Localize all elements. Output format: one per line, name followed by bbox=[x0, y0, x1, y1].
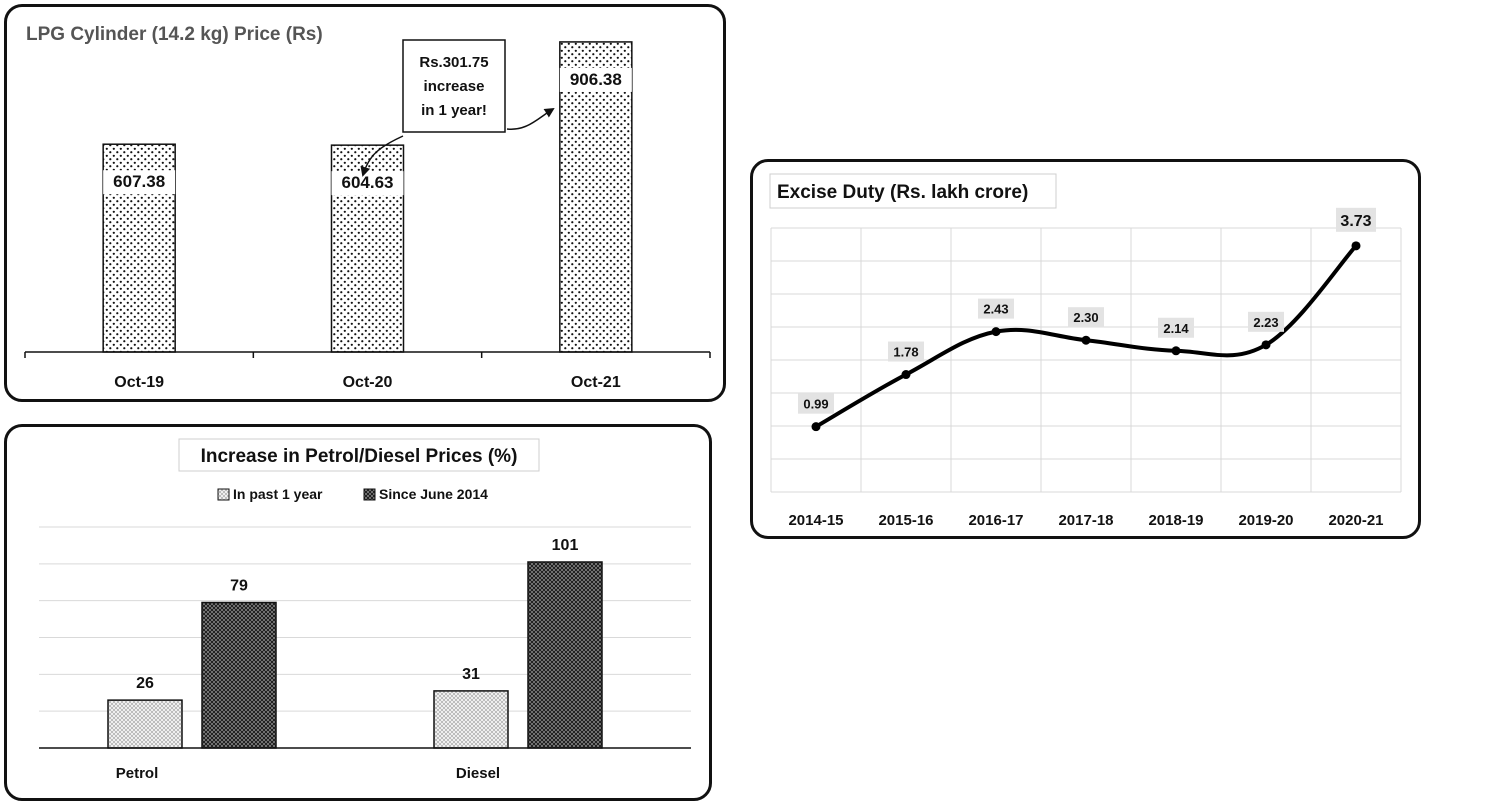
legend-label-since-2014: Since June 2014 bbox=[379, 486, 488, 502]
fuel-title-box bbox=[178, 438, 540, 472]
excise-category-label: 2014-15 bbox=[788, 512, 843, 529]
annotation-arrow-left bbox=[360, 135, 404, 177]
annotation-line-2: increase bbox=[424, 78, 485, 95]
excise-label-bg bbox=[1068, 307, 1104, 328]
excise-point-2020-21 bbox=[1351, 241, 1361, 251]
annotation-arrow-right bbox=[506, 107, 555, 130]
excise-chart-title: Excise Duty (Rs. lakh crore) bbox=[777, 182, 1028, 203]
legend-swatch-past-year bbox=[217, 488, 230, 501]
lpg-increase-annotation: Rs.301.75 increase in 1 year! bbox=[360, 39, 555, 177]
fuel-value-label: 79 bbox=[230, 578, 248, 595]
excise-value-label: 1.78 bbox=[893, 345, 918, 360]
fuel-bar-petrol-since-2014 bbox=[201, 601, 277, 749]
lpg-chart-title: LPG Cylinder (14.2 kg) Price (Rs) bbox=[26, 24, 323, 45]
lpg-label-bg bbox=[103, 170, 176, 195]
excise-category-label: 2020-21 bbox=[1328, 512, 1383, 529]
excise-point-2019-20 bbox=[1261, 340, 1271, 350]
fuel-chart-panel: Increase in Petrol/Diesel Prices (%) In … bbox=[4, 424, 712, 801]
excise-value-label: 0.99 bbox=[803, 397, 828, 412]
excise-point-2018-19 bbox=[1171, 346, 1181, 356]
lpg-value-label: 604.63 bbox=[342, 173, 394, 192]
fuel-chart: Increase in Petrol/Diesel Prices (%) In … bbox=[39, 438, 691, 782]
excise-label-bg bbox=[978, 298, 1014, 319]
lpg-category-label: Oct-19 bbox=[114, 374, 164, 391]
excise-category-label: 2017-18 bbox=[1058, 512, 1113, 529]
excise-value-label: 2.43 bbox=[983, 302, 1008, 317]
excise-label-bg bbox=[798, 393, 834, 414]
excise-label-bg bbox=[888, 341, 924, 362]
lpg-value-label: 607.38 bbox=[113, 172, 165, 191]
fuel-legend: In past 1 year Since June 2014 bbox=[217, 486, 488, 502]
excise-chart-panel: Excise Duty (Rs. lakh crore) 0.99 1.78 2.4… bbox=[750, 159, 1421, 539]
excise-point-2015-16 bbox=[901, 370, 911, 380]
excise-title-box bbox=[769, 173, 1057, 209]
fuel-value-label: 101 bbox=[552, 537, 579, 554]
lpg-label-bg bbox=[559, 67, 632, 92]
excise-category-label: 2015-16 bbox=[878, 512, 933, 529]
fuel-bar-diesel-since-2014 bbox=[527, 561, 603, 749]
lpg-value-label: 906.38 bbox=[570, 70, 622, 89]
excise-chart: Excise Duty (Rs. lakh crore) 0.99 1.78 2.4… bbox=[769, 173, 1402, 529]
legend-label-past-year: In past 1 year bbox=[233, 486, 323, 502]
excise-value-label: 2.30 bbox=[1073, 310, 1098, 325]
fuel-value-label: 31 bbox=[462, 666, 480, 683]
excise-point-2014-15 bbox=[811, 422, 821, 432]
fuel-value-label: 26 bbox=[136, 675, 154, 692]
excise-label-bg bbox=[1248, 311, 1284, 332]
annotation-line-1: Rs.301.75 bbox=[419, 54, 488, 71]
fuel-category-label: Diesel bbox=[456, 765, 500, 782]
lpg-category-label: Oct-21 bbox=[571, 374, 621, 391]
excise-value-label: 3.73 bbox=[1340, 213, 1371, 230]
fuel-chart-title: Increase in Petrol/Diesel Prices (%) bbox=[201, 446, 518, 467]
lpg-category-label: Oct-20 bbox=[343, 374, 393, 391]
excise-category-label: 2016-17 bbox=[968, 512, 1023, 529]
excise-value-label: 2.23 bbox=[1253, 315, 1278, 330]
lpg-bar-oct-21 bbox=[559, 41, 633, 353]
fuel-bar-diesel-past-year bbox=[433, 690, 509, 749]
excise-category-label: 2019-20 bbox=[1238, 512, 1293, 529]
fuel-category-label: Petrol bbox=[116, 765, 159, 782]
legend-swatch-since-2014 bbox=[363, 488, 376, 501]
excise-point-2016-17 bbox=[991, 327, 1001, 337]
annotation-line-3: in 1 year! bbox=[421, 102, 487, 119]
excise-category-label: 2018-19 bbox=[1148, 512, 1203, 529]
excise-point-2017-18 bbox=[1081, 335, 1091, 345]
fuel-bar-petrol-past-year bbox=[107, 699, 183, 749]
lpg-chart: LPG Cylinder (14.2 kg) Price (Rs) 607.38… bbox=[24, 24, 711, 391]
excise-label-bg bbox=[1336, 207, 1376, 232]
excise-value-label: 2.14 bbox=[1163, 321, 1189, 336]
excise-label-bg bbox=[1158, 317, 1194, 338]
lpg-chart-panel: LPG Cylinder (14.2 kg) Price (Rs) 607.38… bbox=[4, 4, 726, 402]
